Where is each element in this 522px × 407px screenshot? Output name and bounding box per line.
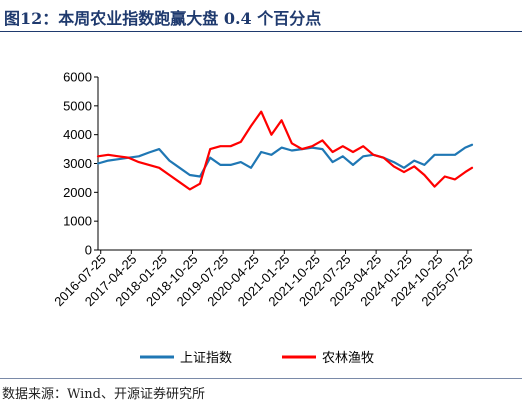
legend-label-2: 农林渔牧 [322, 351, 374, 366]
source-note: 数据来源：Wind、开源证券研究所 [2, 387, 205, 402]
title-rule [0, 31, 522, 32]
y-tick-label: 3000 [63, 156, 92, 171]
source-rule [0, 378, 522, 379]
figure-title: 图12：本周农业指数跑赢大盘 0.4 个百分点 [4, 9, 322, 28]
y-tick-label: 2000 [63, 185, 92, 200]
y-tick-label: 5000 [63, 98, 92, 113]
y-tick-label: 1000 [63, 214, 92, 229]
series-line-1 [96, 143, 474, 178]
line-chart: 01000200030004000500060002016-07-252017-… [51, 70, 476, 367]
y-tick-label: 6000 [63, 70, 92, 85]
series-line-2 [96, 110, 474, 191]
legend-label-1: 上证指数 [180, 351, 232, 366]
y-tick-label: 4000 [63, 127, 92, 142]
y-tick-label: 0 [85, 243, 92, 258]
